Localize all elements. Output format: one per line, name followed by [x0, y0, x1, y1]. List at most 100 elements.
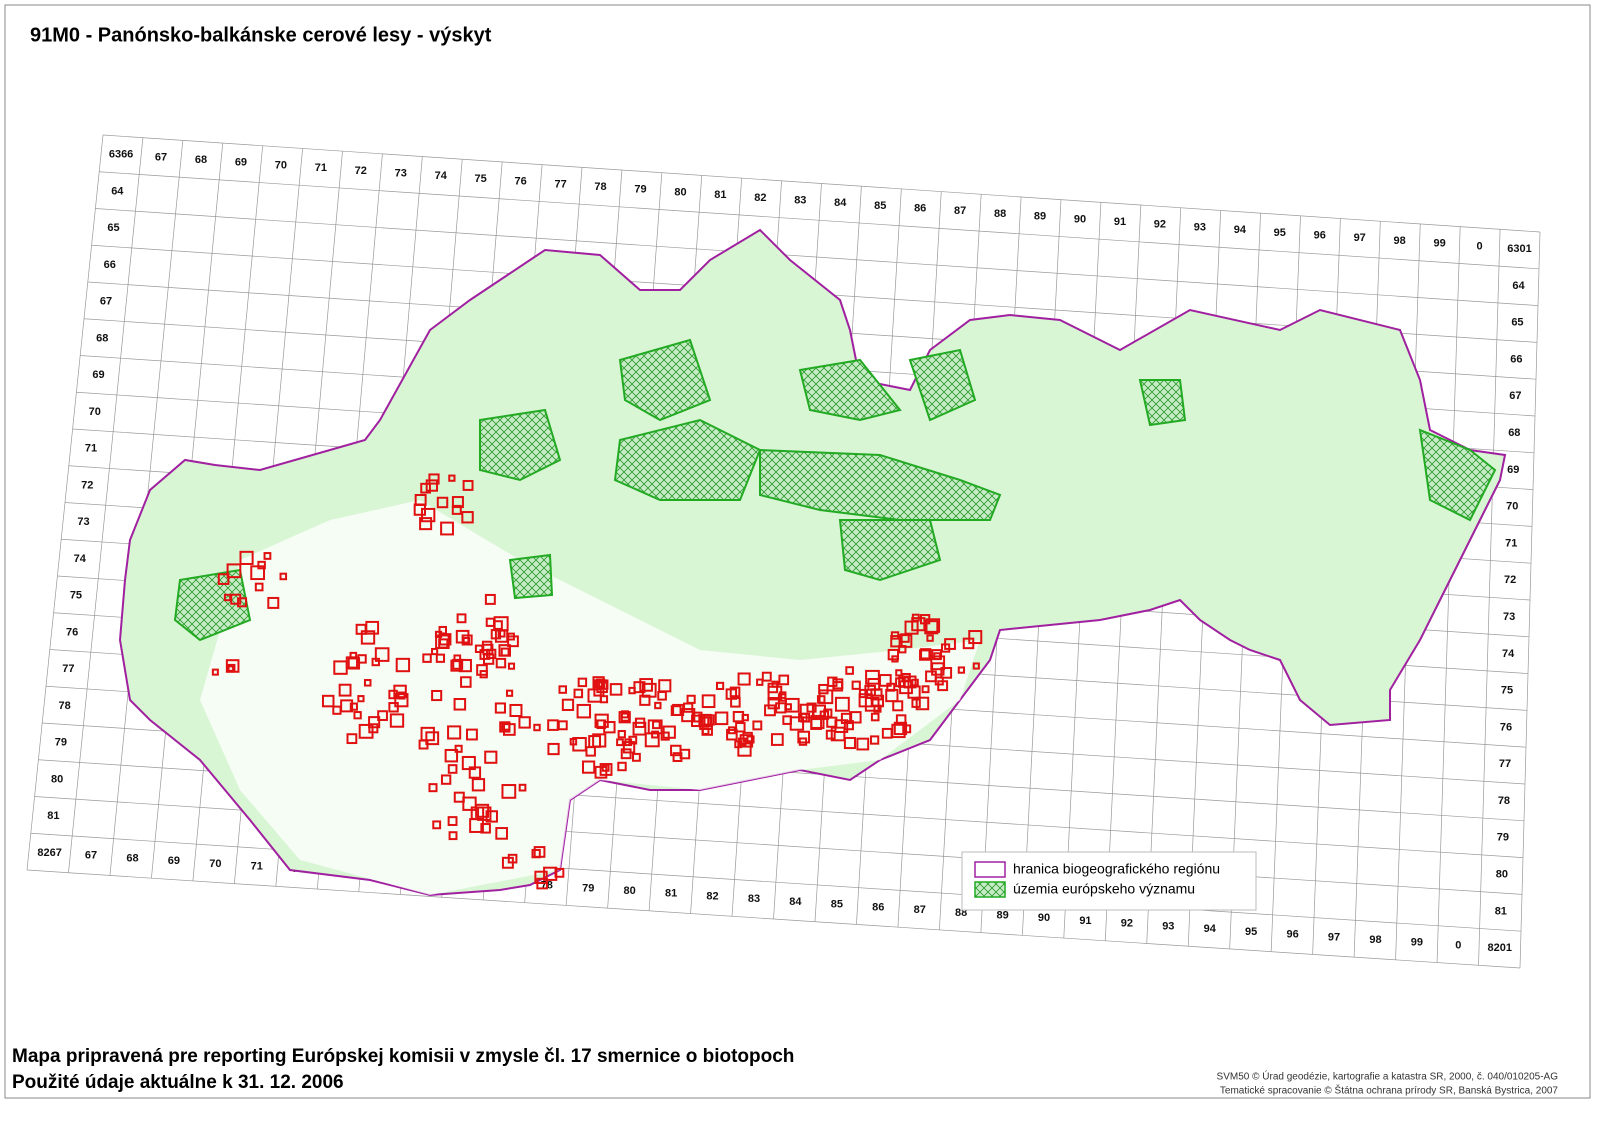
grid-label: 97 — [1328, 931, 1340, 943]
grid-label: 74 — [1502, 648, 1515, 660]
occurrence-square — [865, 669, 880, 685]
legend-label: územia európskeho významu — [1013, 881, 1195, 897]
occurrence-square — [217, 573, 230, 585]
occurrence-square — [393, 684, 407, 699]
grid-label: 94 — [1204, 923, 1217, 935]
occurrence-square — [420, 482, 431, 494]
occurrence-square — [239, 550, 254, 565]
occurrence-square — [701, 727, 710, 735]
grid-label: 83 — [794, 194, 806, 206]
occurrence-square — [573, 688, 584, 699]
occurrence-square — [818, 689, 834, 705]
grid-label: 95 — [1274, 227, 1286, 239]
occurrence-square — [419, 517, 433, 531]
grid-label: 97 — [1354, 232, 1366, 244]
occurrence-square — [594, 713, 609, 728]
grid-label: 70 — [89, 406, 101, 418]
occurrence-square — [377, 710, 388, 721]
grid-label: 6366 — [109, 149, 133, 161]
occurrence-square — [631, 752, 641, 762]
grid-label: 80 — [51, 773, 63, 785]
occurrence-square — [925, 670, 937, 683]
grid-label: 67 — [100, 296, 112, 308]
occurrence-square — [267, 596, 280, 609]
occurrence-square — [353, 711, 362, 720]
occurrence-square — [543, 866, 558, 881]
grid-label: 77 — [554, 178, 566, 190]
grid-label: 96 — [1286, 929, 1298, 941]
occurrence-square — [639, 678, 653, 692]
occurrence-square — [465, 728, 478, 741]
credit-line: Tematické spracovanie © Štátna ochrana p… — [1220, 1084, 1559, 1097]
occurrence-square — [484, 750, 498, 764]
grid-label: 91 — [1079, 915, 1091, 927]
occurrence-square — [620, 748, 632, 760]
grid-label: 77 — [62, 663, 74, 675]
grid-label: 65 — [1511, 317, 1523, 329]
grid-label: 76 — [66, 626, 78, 638]
occurrence-square — [480, 823, 491, 834]
occurrence-square — [462, 479, 474, 491]
occurrence-square — [435, 653, 446, 663]
occurrence-square — [485, 810, 498, 823]
occurrence-square — [474, 644, 484, 653]
occurrence-square — [477, 806, 492, 821]
grid-label: 75 — [70, 590, 82, 602]
grid-label: 75 — [1501, 685, 1513, 697]
grid-label: 79 — [634, 184, 646, 196]
occurrence-square — [652, 720, 661, 730]
occurrence-square — [561, 698, 575, 711]
grid-label: 90 — [1074, 213, 1086, 225]
occurrence-square — [907, 685, 921, 699]
occurrence-square — [456, 613, 467, 624]
occurrence-square — [363, 679, 372, 687]
grid-label: 85 — [874, 200, 886, 212]
occurrence-square — [494, 629, 509, 643]
grid-label: 78 — [59, 700, 71, 712]
occurrence-square — [686, 694, 696, 704]
grid-label: 81 — [1495, 905, 1507, 917]
occurrence-square — [454, 744, 463, 753]
occurrence-square — [654, 701, 662, 710]
occurrence-square — [495, 827, 508, 840]
occurrence-square — [843, 720, 854, 731]
occurrence-square — [374, 647, 390, 662]
grid-label: 74 — [74, 553, 87, 565]
occurrence-square — [458, 658, 472, 673]
occurrence-square — [797, 730, 811, 744]
occurrence-square — [581, 760, 596, 774]
occurrence-square — [461, 755, 476, 771]
grid-label: 68 — [126, 852, 138, 864]
occurrence-square — [622, 741, 636, 754]
grid-label: 67 — [155, 151, 167, 163]
occurrence-square — [737, 672, 751, 686]
grid-label: 86 — [872, 901, 884, 913]
occurrence-square — [925, 618, 941, 633]
occurrence-square — [895, 669, 903, 677]
grid-label: 8201 — [1488, 942, 1512, 954]
grid-label: 90 — [1038, 912, 1050, 924]
occurrence-square — [756, 678, 764, 686]
occurrence-square — [505, 689, 514, 697]
occurrence-square — [451, 496, 464, 509]
occurrence-square — [211, 668, 219, 676]
occurrence-square — [368, 723, 379, 734]
grid-label: 68 — [1508, 427, 1520, 439]
occurrence-square — [518, 783, 527, 792]
grid-label: 82 — [754, 192, 766, 204]
occurrence-square — [447, 725, 462, 740]
occurrence-square — [806, 702, 817, 713]
grid-label: 99 — [1433, 238, 1445, 250]
grid-line — [99, 171, 1540, 270]
occurrence-square — [823, 708, 833, 718]
grid-label: 69 — [235, 157, 247, 169]
occurrence-square — [365, 620, 380, 635]
grid-label: 79 — [582, 882, 594, 894]
occurrence-square — [440, 774, 452, 785]
grid-label: 74 — [435, 170, 448, 182]
grid-line — [26, 869, 1521, 969]
occurrence-square — [501, 784, 517, 799]
occurrence-square — [462, 636, 471, 645]
occurrence-square — [576, 703, 592, 719]
